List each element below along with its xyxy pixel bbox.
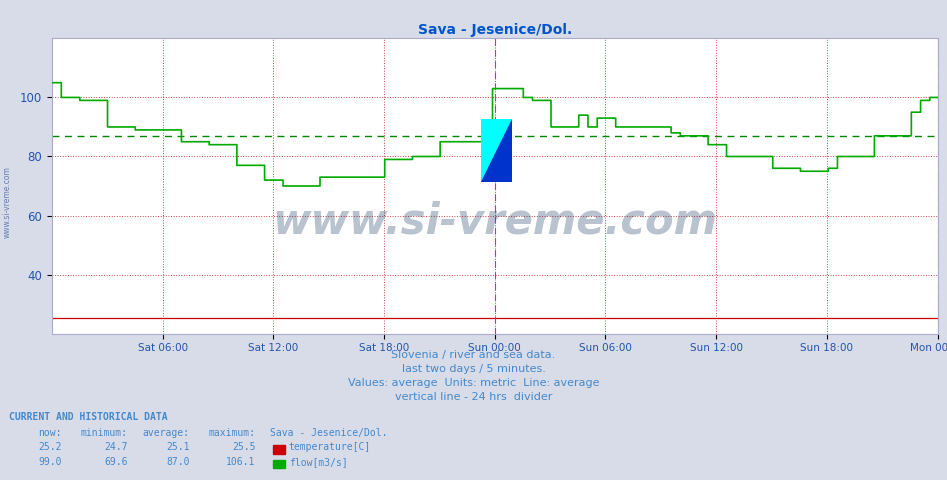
Text: last two days / 5 minutes.: last two days / 5 minutes.: [402, 364, 545, 374]
Text: average:: average:: [142, 428, 189, 438]
Text: Slovenia / river and sea data.: Slovenia / river and sea data.: [391, 349, 556, 360]
Text: Sava - Jesenice/Dol.: Sava - Jesenice/Dol.: [270, 428, 387, 438]
Text: flow[m3/s]: flow[m3/s]: [289, 456, 348, 467]
Text: 25.5: 25.5: [232, 442, 256, 452]
Text: 106.1: 106.1: [226, 456, 256, 467]
Polygon shape: [481, 120, 512, 182]
Text: CURRENT AND HISTORICAL DATA: CURRENT AND HISTORICAL DATA: [9, 412, 169, 422]
Text: now:: now:: [38, 428, 62, 438]
Text: vertical line - 24 hrs  divider: vertical line - 24 hrs divider: [395, 392, 552, 402]
Text: minimum:: minimum:: [80, 428, 128, 438]
Bar: [481, 120, 496, 151]
Text: 99.0: 99.0: [38, 456, 62, 467]
Text: 87.0: 87.0: [166, 456, 189, 467]
Text: 24.7: 24.7: [104, 442, 128, 452]
Text: www.si-vreme.com: www.si-vreme.com: [3, 166, 12, 238]
Text: 69.6: 69.6: [104, 456, 128, 467]
Text: Values: average  Units: metric  Line: average: Values: average Units: metric Line: aver…: [348, 378, 599, 388]
Text: maximum:: maximum:: [208, 428, 256, 438]
Text: www.si-vreme.com: www.si-vreme.com: [273, 201, 717, 242]
Text: 25.1: 25.1: [166, 442, 189, 452]
Text: temperature[C]: temperature[C]: [289, 442, 371, 452]
Text: 25.2: 25.2: [38, 442, 62, 452]
Polygon shape: [481, 120, 512, 182]
Title: Sava - Jesenice/Dol.: Sava - Jesenice/Dol.: [418, 23, 572, 37]
